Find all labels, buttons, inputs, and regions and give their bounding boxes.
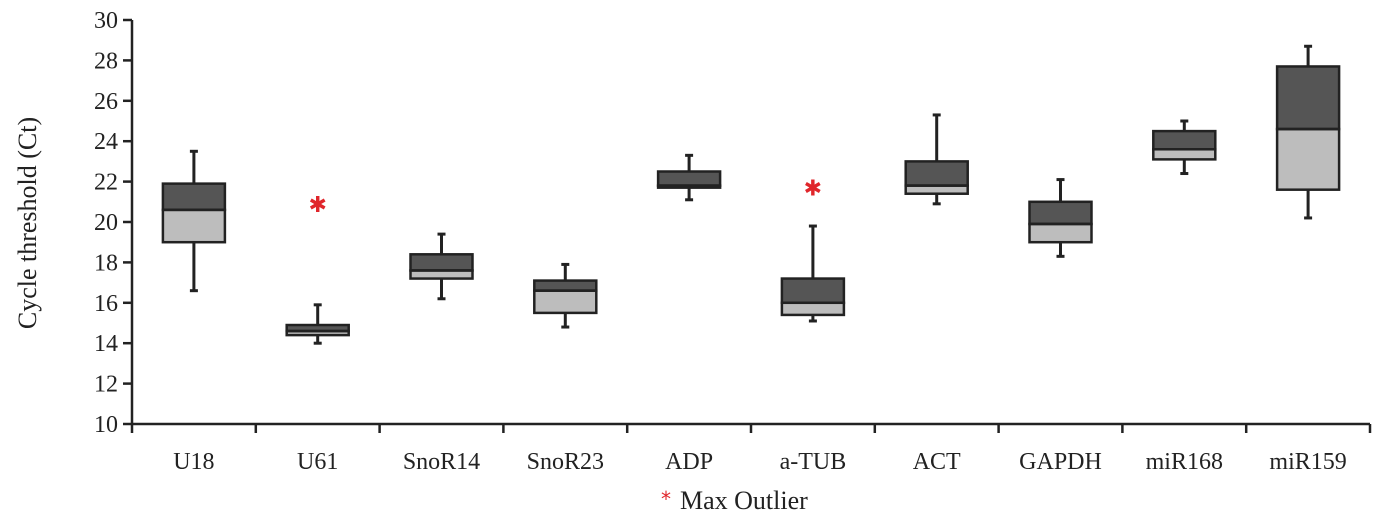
- x-tick-label: miR168: [1146, 449, 1223, 475]
- x-tick-label: GAPDH: [1019, 449, 1102, 475]
- x-tick-label: miR159: [1269, 449, 1346, 475]
- y-tick-label: 12: [94, 372, 118, 398]
- box-upper-quartile: [1152, 129, 1217, 151]
- box-a-tub: ✱: [780, 177, 846, 323]
- box-upper-quartile: [1275, 65, 1341, 131]
- x-tick-label: SnoR14: [403, 449, 480, 475]
- x-tick-label: U61: [297, 449, 338, 475]
- box-upper-quartile: [409, 253, 474, 272]
- y-axis-title: Cycle threshold (Ct): [13, 117, 42, 329]
- box-mir159: [1275, 44, 1341, 220]
- box-lower-quartile: [1028, 222, 1093, 244]
- y-tick-label: 30: [94, 8, 118, 34]
- box-mir168: [1152, 119, 1217, 176]
- x-tick-label: SnoR23: [527, 449, 604, 475]
- x-tick-label: ADP: [665, 449, 713, 475]
- box-u61: ✱: [285, 193, 350, 345]
- box-upper-quartile: [161, 182, 227, 212]
- x-axis: U18 U61 SnoR14 SnoR23 ADP a-TUB ACT GAPDH miR168…: [130, 422, 1372, 475]
- y-tick-label: 26: [94, 89, 118, 115]
- box-adp: [656, 153, 722, 202]
- y-tick-label: 20: [94, 210, 118, 236]
- box-upper-quartile: [1028, 200, 1093, 226]
- box-lower-quartile: [533, 289, 598, 315]
- x-tick-label: ACT: [913, 449, 961, 475]
- y-tick-label: 24: [94, 129, 118, 155]
- box-snor23: [533, 262, 598, 329]
- box-upper-quartile: [780, 277, 846, 305]
- box-lower-quartile: [780, 301, 846, 317]
- boxes: ✱✱: [161, 44, 1341, 345]
- y-tick-label: 28: [94, 48, 118, 74]
- box-lower-quartile: [1152, 148, 1217, 161]
- legend-label: Max Outlier: [680, 486, 808, 514]
- legend-outlier-star-icon: *: [661, 487, 671, 511]
- box-act: [904, 113, 969, 206]
- box-snor14: [409, 232, 474, 301]
- box-lower-quartile: [1275, 127, 1341, 191]
- y-tick-label: 22: [94, 170, 118, 196]
- y-tick-label: 14: [94, 331, 118, 357]
- y-tick-label: 10: [94, 412, 118, 438]
- x-tick-label: a-TUB: [780, 449, 847, 475]
- y-tick-label: 16: [94, 291, 118, 317]
- box-gapdh: [1028, 178, 1093, 258]
- box-u18: [161, 149, 227, 293]
- x-tick-label: U18: [173, 449, 214, 475]
- box-upper-quartile: [533, 279, 598, 292]
- box-upper-quartile: [656, 170, 722, 187]
- outlier-marker: ✱: [308, 193, 326, 218]
- box-upper-quartile: [904, 160, 969, 187]
- y-axis: 10 12 14 16 18 20 22 24 26 28 30: [94, 8, 134, 438]
- legend: * Max Outlier: [661, 486, 808, 514]
- outlier-marker: ✱: [804, 177, 822, 202]
- y-tick-label: 18: [94, 250, 118, 276]
- box-lower-quartile: [161, 208, 227, 244]
